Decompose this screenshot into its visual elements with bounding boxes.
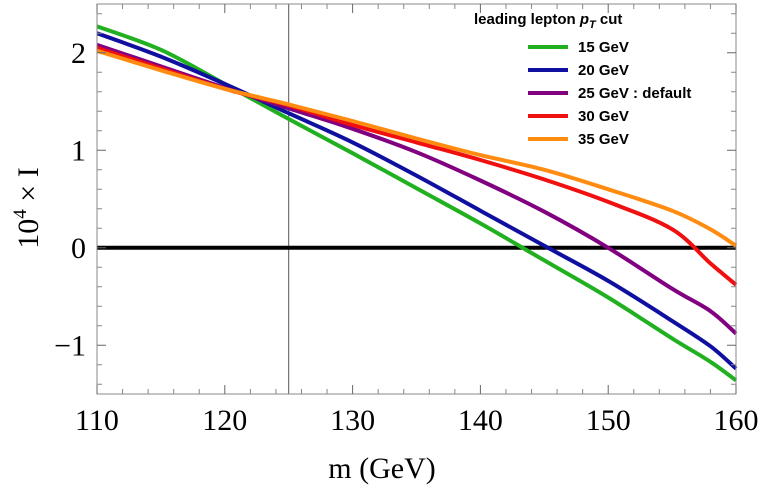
- x-tick-label: 120: [202, 404, 247, 437]
- series-group: [96, 24, 738, 383]
- y-tick-label: 1: [71, 134, 86, 167]
- legend-label-3: 25 GeV : default: [578, 85, 691, 102]
- legend-title: leading lepton pT cut: [474, 11, 622, 31]
- tick-group: 110 120 130 140 150 160 2 1 0 −1: [54, 4, 759, 437]
- x-tick-label: 110: [75, 404, 119, 437]
- series-line-5: [96, 48, 738, 248]
- plot-frame: [96, 3, 737, 395]
- y-tick-label: 0: [71, 232, 86, 265]
- x-tick-label: 160: [714, 404, 759, 437]
- y-axis-label: 104 × I: [10, 167, 45, 248]
- legend-label-1: 15 GeV: [578, 39, 629, 56]
- legend-label-4: 30 GeV: [578, 108, 629, 125]
- y-tick-label: −1: [54, 329, 86, 362]
- y-axis-label-rest: × I: [12, 167, 45, 209]
- y-tick-label: 2: [71, 37, 86, 70]
- legend-label-2: 20 GeV: [578, 62, 629, 79]
- x-tick-label: 150: [586, 404, 631, 437]
- plot-area: [97, 4, 736, 394]
- legend-label-5: 35 GeV: [578, 131, 629, 148]
- axes-frame: [96, 3, 737, 395]
- x-tick-label: 140: [458, 404, 503, 437]
- y-axis-label-base: 10: [12, 219, 45, 249]
- legend: leading lepton pT cut 15 GeV 20 GeV 25 GeV …: [474, 11, 691, 148]
- y-axis-label-exp: 4: [10, 209, 31, 219]
- x-tick-label: 130: [330, 404, 375, 437]
- x-axis-label: m (GeV): [328, 452, 435, 485]
- series-line-2: [96, 31, 738, 371]
